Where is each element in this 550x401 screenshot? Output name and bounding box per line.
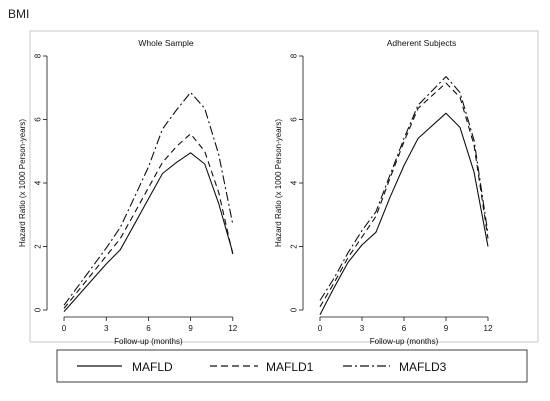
legend-label-mafld: MAFLD: [132, 360, 173, 374]
figure-title: BMI: [8, 7, 30, 21]
series-line-mafld1: [63, 133, 234, 309]
legend-label-mafld1: MAFLD1: [266, 360, 314, 374]
y-tick-label: 4: [290, 180, 299, 185]
x-tick-label: 6: [402, 324, 407, 333]
legend: MAFLD MAFLD1 MAFLD3: [56, 349, 528, 383]
y-tick-label: 8: [34, 53, 43, 58]
y-axis-label: Hazard Ratio (x 1000 Person-years): [18, 119, 27, 247]
y-tick-label: 0: [290, 307, 299, 312]
y-tick-label: 2: [34, 244, 43, 249]
y-tick-label: 6: [290, 117, 299, 122]
x-tick-label: 3: [360, 324, 365, 333]
panel-title: Whole Sample: [138, 38, 194, 48]
panel-whole-sample: Whole Sample 0 2 4 6 8 Hazard Ratio (x 1000 Pe…: [18, 38, 238, 346]
x-tick-label: 3: [104, 324, 109, 333]
series-line-mafld3: [63, 91, 234, 306]
legend-box: [56, 349, 528, 383]
panel-adherent-subjects: Adherent Subjects 0 2 4 6 8 Hazard Ratio (x 10…: [274, 38, 493, 346]
legend-label-mafld3: MAFLD3: [399, 360, 447, 374]
series-line-mafld3: [319, 76, 489, 301]
y-axis-label: Hazard Ratio (x 1000 Person-years): [274, 119, 283, 247]
y-tick-label: 0: [34, 307, 43, 312]
series-line-mafld: [63, 152, 234, 312]
x-tick-label: 12: [484, 324, 493, 333]
y-tick-label: 8: [290, 53, 299, 58]
x-tick-label: 12: [228, 324, 237, 333]
y-tick-label: 4: [34, 180, 43, 185]
x-tick-label: 6: [146, 324, 151, 333]
panel-title: Adherent Subjects: [387, 38, 456, 48]
x-axis-label: Follow-up (months): [114, 337, 183, 346]
y-tick-label: 6: [34, 117, 43, 122]
y-tick-label: 2: [290, 244, 299, 249]
series-line-mafld: [319, 112, 489, 316]
x-tick-label: 0: [62, 324, 67, 333]
series-line-mafld1: [319, 82, 489, 308]
outer-frame: [29, 30, 539, 343]
x-tick-label: 9: [444, 324, 449, 333]
x-axis-label: Follow-up (months): [370, 337, 439, 346]
x-tick-label: 0: [318, 324, 323, 333]
x-tick-label: 9: [188, 324, 193, 333]
